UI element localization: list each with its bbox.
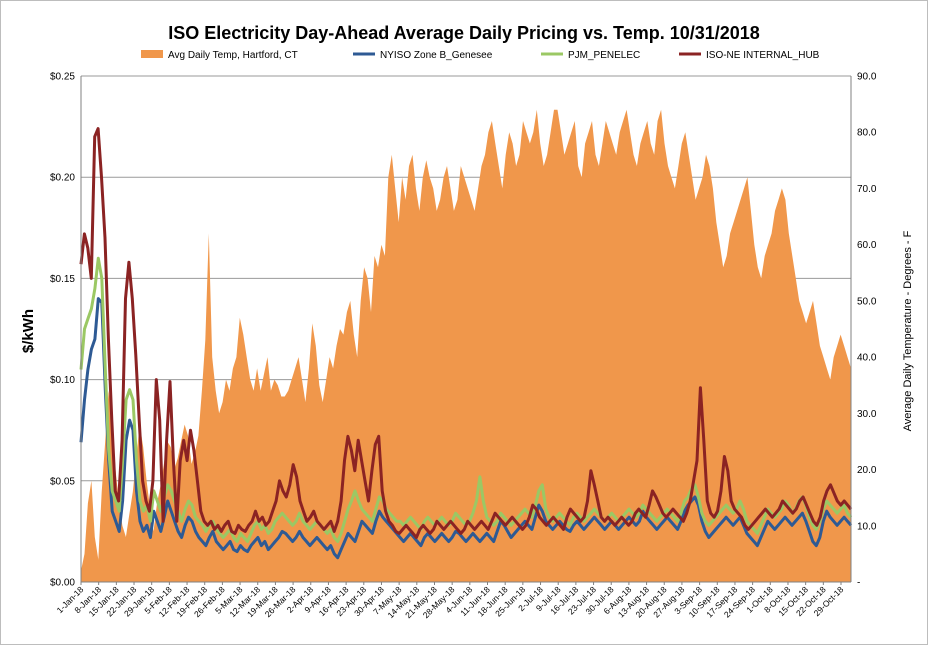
y2-tick-label: 10.0 [857,521,877,532]
y-tick-label: $0.10 [50,375,75,386]
y-axis-ticks: $0.00 $0.05 $0.10 $0.15 $0.20 $0.25 [50,72,75,589]
legend-label: ISO-NE INTERNAL_HUB [706,50,820,61]
legend-swatch-temperature [141,50,163,58]
y-tick-label: $0.00 [50,578,75,589]
legend-label: NYISO Zone B_Genesee [380,50,493,61]
y-tick-label: $0.05 [50,476,75,487]
y2-tick-label: 30.0 [857,409,877,420]
x-axis-ticks: 1-Jan-188-Jan-1815-Jan-1822-Jan-1829-Jan… [55,582,846,620]
y2-tick-label: 50.0 [857,296,877,307]
temperature-area-layer [81,109,851,582]
price-lines-layer [79,127,853,560]
legend-label: Avg Daily Temp, Hartford, CT [168,50,298,61]
legend: Avg Daily Temp, Hartford, CT NYISO Zone B… [141,50,820,61]
axes [80,76,852,583]
y2-tick-label: 60.0 [857,240,877,251]
y2-axis-label: Average Daily Temperature - Degrees - F [902,230,914,431]
y-tick-label: $0.15 [50,274,75,285]
series-area-temperature [81,109,851,582]
y2-tick-label: 20.0 [857,465,877,476]
y-tick-label: $0.20 [50,173,75,184]
y2-tick-label: 40.0 [857,353,877,364]
y-tick-label: $0.25 [50,72,75,83]
y2-tick-label: 90.0 [857,72,877,83]
y-axis-label: $/kWh [20,309,37,353]
series-line-3 [79,127,853,539]
legend-label: PJM_PENELEC [568,50,640,61]
y2-tick-label: 70.0 [857,184,877,195]
y2-tick-label: 80.0 [857,128,877,139]
series-line-1 [79,297,853,560]
chart-title: ISO Electricity Day-Ahead Average Daily … [168,23,760,43]
y2-tick-label: - [857,578,860,589]
y2-axis-ticks: - 10.0 20.0 30.0 40.0 50.0 60.0 70.0 80.0 90.0 [857,72,877,589]
